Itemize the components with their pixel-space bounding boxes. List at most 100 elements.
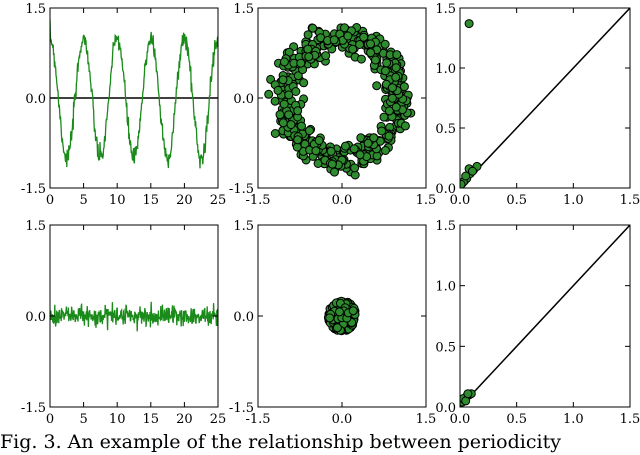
y-tick-label: 0.0: [435, 401, 456, 416]
data-point: [391, 102, 401, 112]
data-point: [349, 144, 359, 154]
x-tick-label: -1.5: [245, 193, 270, 208]
data-point: [392, 50, 402, 60]
plot-area: [50, 301, 218, 332]
x-tick-label: 25: [210, 193, 227, 208]
x-tick-label: 0.0: [332, 193, 353, 208]
x-tick-label: 0.0: [332, 412, 353, 427]
y-tick-label: 0.0: [233, 92, 254, 107]
data-point: [399, 82, 409, 92]
y-tick-label: -1.5: [229, 182, 254, 197]
x-tick-label: 0.5: [506, 412, 527, 427]
y-tick-label: 1.0: [435, 280, 456, 295]
data-point: [286, 120, 296, 130]
axes-frame: [49, 224, 219, 408]
x-tick-label: 5: [79, 193, 87, 208]
data-point: [278, 75, 288, 85]
diagonal-line: [460, 8, 630, 188]
y-tick-label: -1.5: [21, 182, 46, 197]
panel-persistence-noise: 0.0 0.5 1.0 1.5 0.0 0.5 1.0 1.5: [435, 219, 640, 427]
data-point: [284, 110, 294, 120]
panel-embedding-noise: -1.5 0.0 1.5 -1.5 0.0 1.5: [229, 219, 436, 427]
data-point: [380, 66, 390, 76]
plot-area: [50, 19, 218, 169]
y-tick-label: 0.0: [25, 92, 46, 107]
y-tick-label: 1.5: [25, 2, 46, 17]
data-point: [348, 306, 358, 316]
axes-frame: [257, 7, 427, 189]
series-line: [50, 19, 218, 169]
data-point: [308, 23, 318, 33]
x-tick-label: 25: [210, 412, 227, 427]
data-point: [279, 99, 289, 109]
plot-area: [460, 225, 630, 407]
x-tick-label: 1.0: [563, 412, 584, 427]
data-point: [270, 129, 280, 138]
data-point: [387, 83, 397, 93]
data-point: [325, 313, 335, 323]
data-point: [330, 167, 339, 177]
data-point: [264, 89, 274, 99]
data-point: [382, 58, 392, 68]
y-tick-label: 1.5: [435, 219, 456, 234]
x-tick-label: 0: [46, 412, 54, 427]
x-tick-label: 1.0: [563, 193, 584, 208]
data-point: [304, 52, 314, 62]
data-point: [460, 179, 466, 188]
data-point: [293, 135, 303, 145]
data-point: [335, 307, 344, 317]
data-point: [380, 39, 390, 49]
data-point: [363, 138, 373, 148]
x-tick-label: 15: [143, 193, 160, 208]
data-point: [366, 39, 375, 49]
data-point: [297, 121, 306, 131]
x-tick-label: 1.5: [620, 193, 640, 208]
axes-frame: [257, 224, 427, 408]
x-tick-label: 0: [46, 193, 54, 208]
data-point: [372, 81, 382, 91]
panel-embedding-periodic: -1.5 0.0 1.5 -1.5 0.0 1.5: [229, 2, 436, 208]
data-point: [303, 30, 313, 40]
data-point: [391, 72, 401, 82]
data-point: [350, 163, 360, 173]
data-point: [341, 141, 350, 151]
y-tick-label: 1.5: [233, 219, 254, 234]
data-point: [463, 389, 473, 399]
figure: 0 5 10 15 20 25-1.50.01.5-1.5 0.0 1.5-1.50.01.5…: [21, 2, 640, 427]
data-point: [391, 63, 401, 73]
x-tick-label: 1.5: [416, 412, 437, 427]
data-point: [279, 57, 289, 67]
data-point: [292, 142, 302, 152]
data-point: [377, 126, 387, 136]
data-point: [371, 55, 380, 65]
data-point: [464, 19, 474, 29]
axes-frame: [459, 224, 631, 408]
data-point: [299, 78, 309, 88]
data-point: [314, 136, 324, 145]
y-tick-label: 1.5: [233, 2, 254, 17]
data-point: [332, 323, 342, 333]
data-point: [355, 40, 365, 49]
y-tick-label: -1.5: [21, 401, 46, 416]
data-point: [275, 110, 285, 120]
data-point: [468, 166, 477, 176]
x-tick-label: 20: [176, 412, 193, 427]
x-tick-label: 1.5: [620, 412, 640, 427]
data-point: [270, 96, 280, 106]
x-tick-label: -1.5: [245, 412, 270, 427]
data-point: [303, 44, 313, 54]
y-tick-label: 0.0: [435, 182, 456, 197]
data-point: [273, 85, 283, 95]
axes-frame: [49, 7, 219, 189]
data-point: [355, 150, 365, 160]
data-point: [343, 31, 353, 41]
data-point: [296, 58, 306, 68]
data-point: [321, 51, 331, 61]
data-point: [381, 146, 390, 155]
y-tick-label: 1.0: [435, 62, 456, 77]
data-point: [348, 44, 358, 54]
data-point: [291, 87, 301, 96]
plot-area: [264, 23, 416, 180]
data-point: [305, 126, 314, 136]
panel-persistence-periodic: 0.0 0.5 1.0 1.5 0.0 0.5 1.0 1.5: [435, 2, 640, 208]
